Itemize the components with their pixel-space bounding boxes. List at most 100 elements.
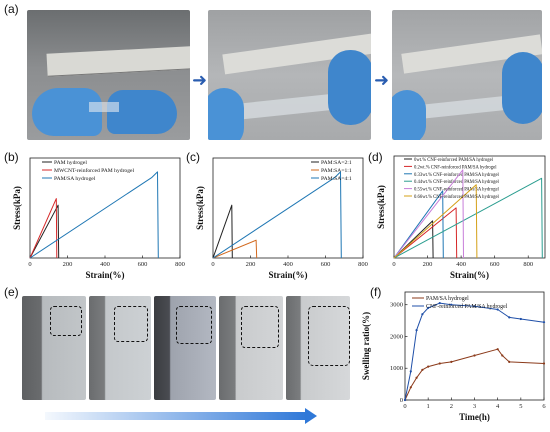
panel-label-c: (c) xyxy=(186,150,200,164)
swelling-sample-outline xyxy=(50,306,82,336)
x-axis-label: Time(h) xyxy=(459,412,490,422)
legend-label: 0.66wt.% CNF-reinforced PAM/SA hydrogel xyxy=(414,195,500,200)
x-tick-label: 1 xyxy=(427,403,430,410)
stress-strain-chart-c: 0 200 400 600 800 Strain(%) Stress(kPa) PAM:SA=… xyxy=(195,157,368,280)
time-progress-arrow xyxy=(45,412,307,420)
series-line xyxy=(393,184,478,259)
x-tick-label: 600 xyxy=(138,261,148,268)
glove-right-image xyxy=(107,90,177,134)
data-point xyxy=(421,313,424,316)
series-line xyxy=(393,220,434,259)
panel-label-e: (e) xyxy=(4,285,19,299)
legend-label: 0.44wt.% CNF-reinforced PAM/SA hydrogel xyxy=(414,180,500,185)
x-tick-label: 800 xyxy=(523,261,533,268)
legend-label: PAM:SA=4:1 xyxy=(321,176,352,182)
series-line xyxy=(404,348,545,401)
x-tick-label: 6 xyxy=(542,403,546,410)
x-tick-label: 800 xyxy=(358,261,368,268)
y-axis-label: Stress(kPa) xyxy=(376,185,386,229)
photo-hydrogel-stretched xyxy=(208,10,371,140)
x-tick-label: 0 xyxy=(211,261,214,268)
legend-label: PAM/SA hydrogel xyxy=(54,176,96,182)
glove-left-image xyxy=(32,88,102,136)
swelling-sample-outline xyxy=(114,306,148,342)
photo-hydrogel-unstretched xyxy=(27,10,190,140)
y-tick-label: 1000 xyxy=(390,365,403,372)
data-point xyxy=(403,398,407,402)
swelling-sample-outline xyxy=(241,306,279,348)
data-point xyxy=(409,386,412,389)
data-point xyxy=(473,354,476,357)
swelling-ratio-chart: 0 1 2 3 4 5 6 0 1000 2000 3000 Time(h) Swelling rati… xyxy=(361,291,546,422)
data-point xyxy=(496,308,499,311)
panel-label-a: (a) xyxy=(4,2,19,16)
legend-label: 0.55wt.% CNF-reinforced PAM/SA hydrogel xyxy=(414,188,500,193)
x-axis-label: Strain(%) xyxy=(450,270,489,280)
data-point xyxy=(508,316,511,319)
swelling-sample-outline xyxy=(176,306,212,344)
ruler-image xyxy=(46,46,190,77)
series-line xyxy=(393,207,458,259)
arrow-head-icon xyxy=(305,408,317,424)
arrow-right-icon: ➜ xyxy=(374,70,390,91)
x-axis-label: Strain(%) xyxy=(269,270,308,280)
x-tick-label: 0 xyxy=(392,261,395,268)
stress-strain-chart-d: 0 200 400 600 800 Strain(%) Stress(kPa) 0wt.% C… xyxy=(376,155,546,280)
x-tick-label: 4 xyxy=(496,403,500,410)
data-point xyxy=(508,360,511,363)
series-line xyxy=(212,239,258,259)
data-point xyxy=(450,360,453,363)
x-tick-label: 400 xyxy=(456,261,466,268)
data-point xyxy=(542,321,546,324)
legend-label: 0wt.% CNF-reinforced PAM/SA hydrogel xyxy=(414,158,494,163)
legend-label: PAM/SA hydrogel xyxy=(426,296,469,302)
data-point xyxy=(501,354,504,357)
photo-hydrogel-released xyxy=(392,10,542,140)
stress-strain-chart-b: 0 200 400 600 800 Strain(%) Stress(kPa) PAM hyd… xyxy=(12,157,185,280)
panel-label-f: (f) xyxy=(370,285,382,299)
photo-swelling-1 xyxy=(22,296,86,400)
hydrogel-strip-image xyxy=(89,102,119,112)
x-tick-label: 0 xyxy=(403,403,406,410)
x-tick-label: 0 xyxy=(28,261,31,268)
x-tick-label: 400 xyxy=(283,261,293,268)
data-point xyxy=(427,306,430,309)
data-point xyxy=(450,303,453,306)
legend-label: CNF-reinforced PAM/SA hydrogel xyxy=(426,303,508,310)
swelling-sample-outline xyxy=(308,306,350,366)
glove-left-image xyxy=(392,90,426,140)
data-point xyxy=(542,362,546,365)
data-point xyxy=(496,348,499,351)
glove-right-image xyxy=(328,50,371,125)
series-line xyxy=(29,198,58,259)
legend-label: PAM:SA=1:1 xyxy=(321,168,352,174)
data-point xyxy=(421,368,424,371)
panel-label-d: (d) xyxy=(368,150,383,164)
x-tick-label: 600 xyxy=(321,261,331,268)
glove-right-image xyxy=(502,52,542,124)
panel-label-b: (b) xyxy=(4,150,19,164)
glove-left-image xyxy=(208,88,244,140)
x-tick-label: 3 xyxy=(473,403,476,410)
data-point xyxy=(427,365,430,368)
series-line xyxy=(212,204,233,259)
x-tick-label: 5 xyxy=(519,403,522,410)
x-tick-label: 200 xyxy=(423,261,433,268)
series-line xyxy=(29,171,159,259)
x-tick-label: 600 xyxy=(490,261,500,268)
photo-swelling-4 xyxy=(219,296,283,400)
arrow-right-icon: ➜ xyxy=(192,70,208,91)
data-point xyxy=(519,317,522,321)
series-line xyxy=(404,302,545,401)
x-tick-label: 200 xyxy=(246,261,256,268)
series-line xyxy=(393,190,444,259)
plot-frame xyxy=(393,155,546,259)
data-point xyxy=(415,329,418,332)
y-tick-label: 2000 xyxy=(390,333,403,340)
legend-label: MWCNT-reinforced PAM hydrogel xyxy=(54,167,135,174)
series-line xyxy=(29,204,60,259)
data-point xyxy=(473,305,476,308)
x-axis-label: Strain(%) xyxy=(86,270,125,280)
series-line xyxy=(393,169,464,259)
y-axis-label: Stress(kPa) xyxy=(12,186,22,230)
